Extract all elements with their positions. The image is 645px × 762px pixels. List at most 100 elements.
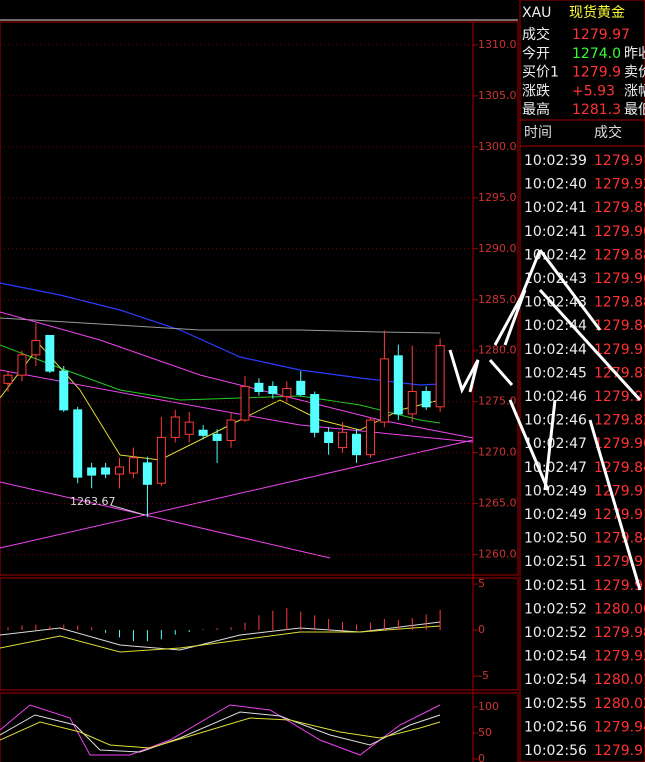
candle-body [421,391,431,408]
y-tick-label: 100 [478,700,499,713]
annotation-leader [109,504,146,516]
trade-time: 10:02:49 [524,507,587,523]
y-tick-label: 1290.0 [478,242,517,255]
trade-time: 10:02:50 [524,531,587,547]
quote-value: 1274.0 [572,46,621,62]
candle-body [115,466,125,475]
symbol-name: 现货黄金 [569,4,625,21]
trade-time: 10:02:51 [524,554,587,570]
y-tick-label: 1265.0 [478,497,517,510]
overlay-arrow [508,399,550,491]
candle-body [324,431,334,443]
y-tick-label: 5 [478,577,485,590]
macd-line [0,621,441,651]
quote-label: 成交 [522,26,550,43]
candle-body [226,419,236,441]
candle-body [45,334,55,372]
candle-body [87,467,97,476]
quote-value: 1279.9 [572,65,621,81]
column-header: 时间 [524,125,552,141]
candle-body [352,433,361,456]
trade-time: 10:02:45 [524,365,587,381]
trade-price: 1279.91 [594,743,645,759]
candle-body [212,433,222,441]
trade-time: 10:02:46 [524,413,587,429]
main-frame [0,21,519,576]
trade-price: 1279.88 [594,247,645,263]
candle-body [59,370,69,411]
main-chart: 1263.67 [0,282,474,559]
trade-price: 1280.00 [594,601,645,617]
trade-time: 10:02:54 [524,649,587,665]
trade-time: 10:02:52 [524,601,587,617]
y-tick-label: 1270.0 [478,446,517,459]
kdj-line [0,704,441,756]
overlay-arrow [488,359,514,386]
candle-body [338,431,348,449]
candle-body [435,345,445,408]
kdj-line [0,711,441,753]
trade-price: 1279.92 [594,177,645,193]
low-annotation: 1263.67 [70,495,116,508]
y-tick-label: -5 [478,669,489,682]
trade-time: 10:02:43 [524,295,587,311]
trade-time: 10:02:56 [524,743,587,759]
trade-price: 1279.82 [594,413,645,429]
candle-body [156,436,166,484]
ma-line [0,317,441,334]
trend-line [0,481,331,559]
trade-time: 10:02:39 [524,153,587,169]
trade-price: 1279.88 [594,295,645,311]
candle-body [73,409,83,478]
trade-time: 10:02:41 [524,200,587,216]
candle-body [128,457,138,474]
trade-time: 10:02:41 [524,224,587,240]
trade-price: 1279.90 [594,224,645,240]
trade-price: 1279.91 [594,554,645,570]
symbol: XAU [522,5,551,21]
trend-line [0,369,474,443]
y-tick-label: 1285.0 [478,293,517,306]
ma-line [0,344,441,424]
y-tick-label: 1295.0 [478,191,517,204]
candle-body [142,462,152,485]
trade-time: 10:02:46 [524,389,587,405]
quote-label: 最低 [624,102,645,118]
quote-label: 今开 [522,46,550,62]
y-tick-label: 1305.0 [478,89,517,102]
quote-frame [519,0,645,762]
y-tick-label: 0 [478,752,485,762]
y-tick-label: 0 [478,623,485,636]
y-tick-label: 1275.0 [478,395,517,408]
candle-body [170,416,180,438]
trade-time: 10:02:52 [524,625,587,641]
trade-time: 10:02:49 [524,483,587,499]
quote-label: 最高 [522,101,550,118]
trend-line [0,311,474,439]
trade-price: 1279.91 [594,342,645,358]
candle-body [17,354,27,376]
column-header: 成交 [594,124,622,141]
candle-body [101,467,111,475]
overlay-arrow [588,419,642,591]
trade-price: 1279.87 [594,365,645,381]
trade-price: 1280.02 [594,696,645,712]
trade-time: 10:02:47 [524,436,587,452]
kdj-line [0,717,441,749]
candle-body [407,391,417,415]
kdj-frame [0,692,519,762]
trade-time: 10:02:56 [524,719,587,735]
candle-body [268,385,278,395]
candle-body [296,380,306,396]
quote-label: 昨收 [624,46,645,62]
macd-line [0,625,441,653]
quote-label: 涨跌 [522,83,550,99]
trade-price: 1279.84 [594,318,645,334]
candle-body [31,340,41,356]
candle-body [184,421,194,435]
trade-time: 10:02:43 [524,271,587,287]
candle-body [282,387,292,398]
trade-price: 1279.90 [594,436,645,452]
